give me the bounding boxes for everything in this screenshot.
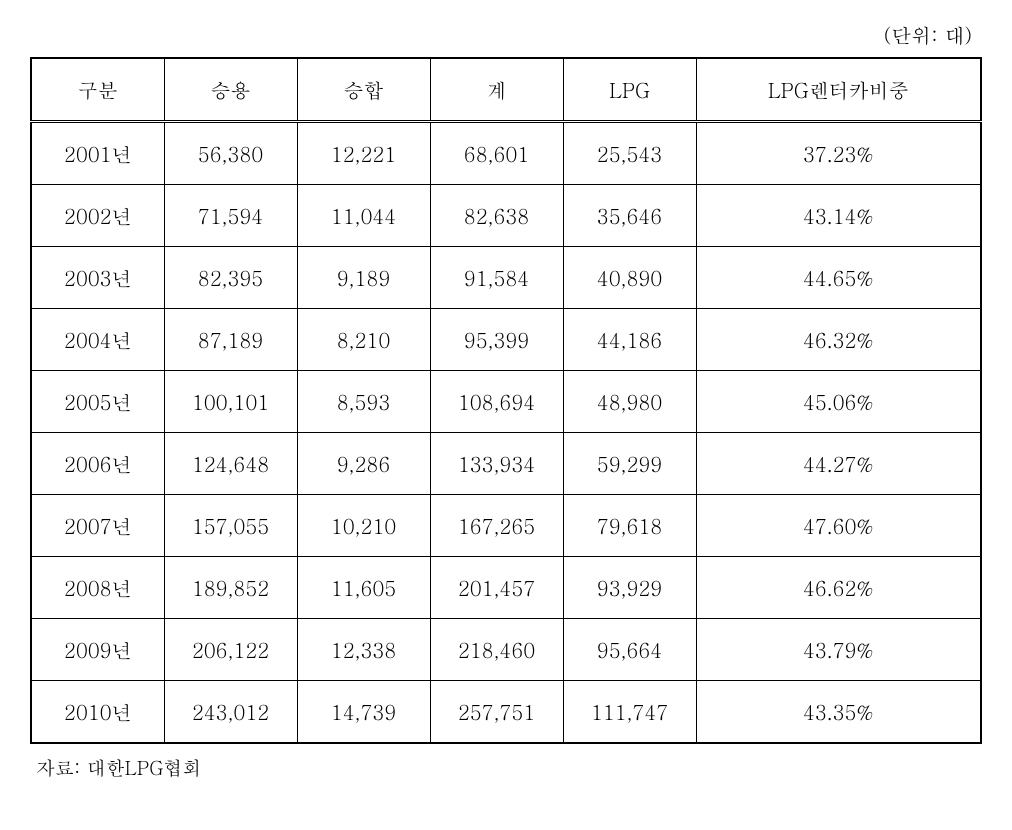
- cell-ratio: 43.79%: [696, 619, 981, 681]
- source-label: 자료: 대한LPG협회: [30, 754, 982, 781]
- cell-total: 201,457: [430, 557, 563, 619]
- cell-van: 12,221: [297, 122, 430, 185]
- cell-year: 2008년: [31, 557, 164, 619]
- cell-lpg: 95,664: [563, 619, 696, 681]
- cell-year: 2004년: [31, 309, 164, 371]
- cell-passenger: 189,852: [164, 557, 297, 619]
- table-row: 2001년 56,380 12,221 68,601 25,543 37.23%: [31, 122, 981, 185]
- cell-total: 257,751: [430, 681, 563, 744]
- cell-van: 14,739: [297, 681, 430, 744]
- table-row: 2007년 157,055 10,210 167,265 79,618 47.6…: [31, 495, 981, 557]
- cell-total: 91,584: [430, 247, 563, 309]
- col-header-van: 승합: [297, 58, 430, 122]
- cell-ratio: 45.06%: [696, 371, 981, 433]
- cell-year: 2005년: [31, 371, 164, 433]
- col-header-passenger: 승용: [164, 58, 297, 122]
- cell-passenger: 206,122: [164, 619, 297, 681]
- table-header-row: 구분 승용 승합 계 LPG LPG렌터카비중: [31, 58, 981, 122]
- unit-label: (단위: 대): [30, 20, 982, 49]
- cell-lpg: 59,299: [563, 433, 696, 495]
- cell-passenger: 124,648: [164, 433, 297, 495]
- cell-lpg: 79,618: [563, 495, 696, 557]
- cell-passenger: 71,594: [164, 185, 297, 247]
- cell-van: 11,605: [297, 557, 430, 619]
- col-header-ratio: LPG렌터카비중: [696, 58, 981, 122]
- table-row: 2004년 87,189 8,210 95,399 44,186 46.32%: [31, 309, 981, 371]
- cell-year: 2006년: [31, 433, 164, 495]
- table-row: 2003년 82,395 9,189 91,584 40,890 44.65%: [31, 247, 981, 309]
- cell-ratio: 46.32%: [696, 309, 981, 371]
- cell-ratio: 43.35%: [696, 681, 981, 744]
- cell-ratio: 44.65%: [696, 247, 981, 309]
- table-row: 2009년 206,122 12,338 218,460 95,664 43.7…: [31, 619, 981, 681]
- cell-van: 8,210: [297, 309, 430, 371]
- cell-total: 218,460: [430, 619, 563, 681]
- cell-passenger: 82,395: [164, 247, 297, 309]
- cell-van: 10,210: [297, 495, 430, 557]
- data-table: 구분 승용 승합 계 LPG LPG렌터카비중 2001년 56,380 12,…: [30, 57, 982, 744]
- cell-passenger: 157,055: [164, 495, 297, 557]
- cell-lpg: 25,543: [563, 122, 696, 185]
- cell-year: 2001년: [31, 122, 164, 185]
- table-row: 2008년 189,852 11,605 201,457 93,929 46.6…: [31, 557, 981, 619]
- col-header-lpg: LPG: [563, 58, 696, 122]
- cell-lpg: 35,646: [563, 185, 696, 247]
- table-row: 2010년 243,012 14,739 257,751 111,747 43.…: [31, 681, 981, 744]
- cell-ratio: 47.60%: [696, 495, 981, 557]
- cell-ratio: 44.27%: [696, 433, 981, 495]
- cell-year: 2007년: [31, 495, 164, 557]
- cell-lpg: 93,929: [563, 557, 696, 619]
- cell-van: 11,044: [297, 185, 430, 247]
- cell-van: 12,338: [297, 619, 430, 681]
- cell-total: 167,265: [430, 495, 563, 557]
- cell-passenger: 243,012: [164, 681, 297, 744]
- cell-total: 95,399: [430, 309, 563, 371]
- cell-total: 82,638: [430, 185, 563, 247]
- table-row: 2005년 100,101 8,593 108,694 48,980 45.06…: [31, 371, 981, 433]
- table-row: 2006년 124,648 9,286 133,934 59,299 44.27…: [31, 433, 981, 495]
- cell-total: 133,934: [430, 433, 563, 495]
- cell-van: 8,593: [297, 371, 430, 433]
- cell-year: 2009년: [31, 619, 164, 681]
- cell-lpg: 40,890: [563, 247, 696, 309]
- cell-ratio: 37.23%: [696, 122, 981, 185]
- cell-total: 108,694: [430, 371, 563, 433]
- cell-passenger: 56,380: [164, 122, 297, 185]
- cell-lpg: 48,980: [563, 371, 696, 433]
- cell-year: 2002년: [31, 185, 164, 247]
- cell-lpg: 111,747: [563, 681, 696, 744]
- table-body: 2001년 56,380 12,221 68,601 25,543 37.23%…: [31, 122, 981, 744]
- cell-year: 2010년: [31, 681, 164, 744]
- cell-van: 9,189: [297, 247, 430, 309]
- col-header-total: 계: [430, 58, 563, 122]
- cell-passenger: 87,189: [164, 309, 297, 371]
- cell-ratio: 43.14%: [696, 185, 981, 247]
- col-header-year: 구분: [31, 58, 164, 122]
- cell-van: 9,286: [297, 433, 430, 495]
- table-row: 2002년 71,594 11,044 82,638 35,646 43.14%: [31, 185, 981, 247]
- cell-year: 2003년: [31, 247, 164, 309]
- cell-passenger: 100,101: [164, 371, 297, 433]
- cell-lpg: 44,186: [563, 309, 696, 371]
- cell-total: 68,601: [430, 122, 563, 185]
- cell-ratio: 46.62%: [696, 557, 981, 619]
